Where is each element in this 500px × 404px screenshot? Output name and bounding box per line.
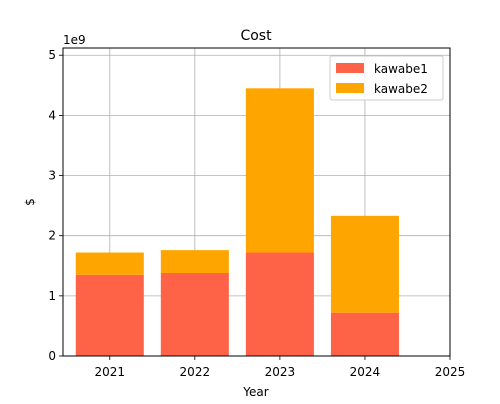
legend-swatch-kawabe2: [336, 83, 364, 93]
bar-kawabe2-2024: [330, 215, 399, 313]
legend-label-kawabe1: kawabe1: [374, 62, 428, 76]
legend-label-kawabe2: kawabe2: [374, 82, 428, 96]
bar-kawabe2-2022: [160, 250, 229, 273]
x-tick-label: 2023: [265, 365, 296, 379]
bar-kawabe1-2024: [330, 312, 399, 356]
bar-kawabe1-2021: [75, 274, 144, 356]
bar-kawabe2-2021: [75, 252, 144, 275]
x-tick-label: 2025: [435, 365, 466, 379]
x-axis: 2021 2022 2023 2024 2025: [95, 356, 466, 379]
bars: [75, 88, 399, 356]
y-tick-label: 0: [48, 349, 56, 363]
legend-swatch-kawabe1: [336, 63, 364, 73]
chart-title: Cost: [240, 28, 272, 44]
x-tick-label: 2024: [350, 365, 381, 379]
legend: kawabe1 kawabe2: [329, 55, 444, 101]
x-tick-label: 2021: [95, 365, 126, 379]
y-tick-label: 2: [48, 229, 56, 243]
bar-kawabe1-2022: [160, 272, 229, 356]
y-tick-label: 1: [48, 289, 56, 303]
y-axis-label: $: [23, 198, 37, 206]
bar-kawabe1-2023: [245, 252, 314, 356]
y-tick-label: 5: [48, 48, 56, 62]
y-axis: 0 1 2 3 4 5: [48, 48, 63, 363]
bar-kawabe2-2023: [245, 88, 314, 253]
y-tick-label: 3: [48, 169, 56, 183]
y-tick-label: 4: [48, 108, 56, 122]
plot-frame: [62, 47, 451, 357]
y-axis-offset-label: 1e9: [63, 33, 86, 47]
x-tick-label: 2022: [180, 365, 211, 379]
x-axis-label: Year: [242, 385, 268, 399]
